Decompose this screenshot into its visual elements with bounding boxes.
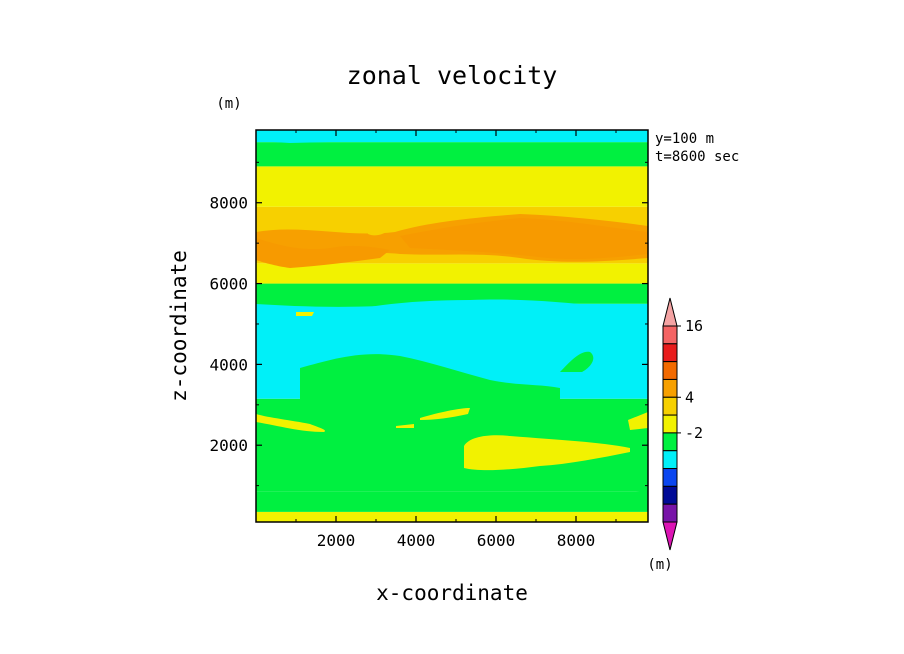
chart-title: zonal velocity (347, 61, 558, 90)
contour-band (256, 511, 648, 522)
contour-patch (628, 412, 648, 430)
contour-patch (256, 299, 648, 398)
colorbar-top-arrow (662, 297, 678, 327)
annotation-t: t=8600 sec (655, 149, 739, 165)
y-tick-label: 2000 (209, 436, 248, 455)
colorbar-label: 4 (685, 388, 694, 406)
colorbar-unit: (m) (647, 557, 672, 573)
x-tick-label: 6000 (477, 531, 516, 550)
contour-patch (256, 238, 390, 268)
colorbar-level (662, 432, 678, 452)
colorbar-level (662, 450, 678, 470)
annotation-y: y=100 m (655, 131, 714, 147)
contour-patch (256, 490, 648, 500)
colorbar-label: -2 (685, 424, 703, 442)
x-axis-ticks: 2000 4000 6000 8000 (295, 130, 617, 550)
colorbar-level (662, 343, 678, 363)
colorbar-level (662, 485, 678, 505)
contour-patch (464, 435, 630, 471)
contour-patch (396, 424, 414, 428)
contour-patch (256, 288, 648, 307)
colorbar-level (662, 378, 678, 398)
x-tick-label: 2000 (317, 531, 356, 550)
x-tick-label: 8000 (557, 531, 596, 550)
colorbar-label: 16 (685, 317, 703, 335)
contour-field (256, 130, 648, 522)
plot-frame (255, 129, 649, 523)
y-axis-unit: (m) (216, 96, 241, 112)
y-axis-ticks: 2000 4000 6000 8000 (209, 161, 648, 487)
colorbar (662, 297, 678, 551)
y-tick-label: 4000 (209, 355, 248, 374)
colorbar-level (662, 503, 678, 523)
contour-patch (296, 312, 314, 316)
y-tick-label: 8000 (209, 194, 248, 213)
colorbar-level (662, 325, 678, 345)
colorbar-level (662, 361, 678, 380)
contour-patch (480, 495, 500, 500)
contour-patch (368, 227, 386, 236)
y-tick-label: 6000 (209, 275, 248, 294)
colorbar-labels: 16 4 -2 (677, 317, 703, 442)
colorbar-level (662, 414, 678, 434)
contour-band (256, 142, 648, 167)
contour-patch (420, 408, 470, 420)
contour-band (256, 263, 648, 284)
contour-patch (400, 218, 648, 260)
colorbar-level (662, 468, 678, 487)
colorbar-bottom-arrow (662, 521, 678, 551)
contour-patch (256, 414, 326, 432)
contour-patch (560, 351, 594, 372)
x-tick-label: 4000 (397, 531, 436, 550)
colorbar-level (662, 396, 678, 416)
contour-patch (300, 354, 560, 400)
contour-patch (256, 130, 648, 143)
contour-band (256, 166, 648, 207)
x-axis-label: x-coordinate (376, 581, 528, 605)
y-axis-label: z-coordinate (167, 250, 191, 402)
